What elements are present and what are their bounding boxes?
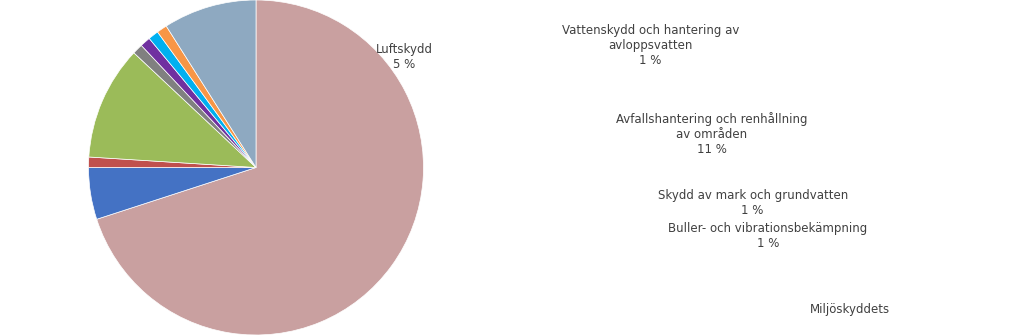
Text: Vattenskydd och hantering av
avloppsvatten
1 %: Vattenskydd och hantering av avloppsvatt… xyxy=(561,24,739,67)
Wedge shape xyxy=(141,39,256,168)
Wedge shape xyxy=(89,53,256,168)
Wedge shape xyxy=(134,46,256,168)
Wedge shape xyxy=(150,32,256,168)
Text: Luftskydd
5 %: Luftskydd 5 % xyxy=(376,43,433,71)
Text: Miljöskyddets: Miljöskyddets xyxy=(810,304,890,316)
Text: Avfallshantering och renhållning
av områden
11 %: Avfallshantering och renhållning av områ… xyxy=(615,112,808,156)
Wedge shape xyxy=(96,0,424,335)
Text: Buller- och vibrationsbekämpning
1 %: Buller- och vibrationsbekämpning 1 % xyxy=(669,222,867,250)
Wedge shape xyxy=(88,168,256,219)
Wedge shape xyxy=(88,157,256,168)
Wedge shape xyxy=(166,0,256,168)
Text: Skydd av mark och grundvatten
1 %: Skydd av mark och grundvatten 1 % xyxy=(657,189,848,217)
Wedge shape xyxy=(158,26,256,168)
